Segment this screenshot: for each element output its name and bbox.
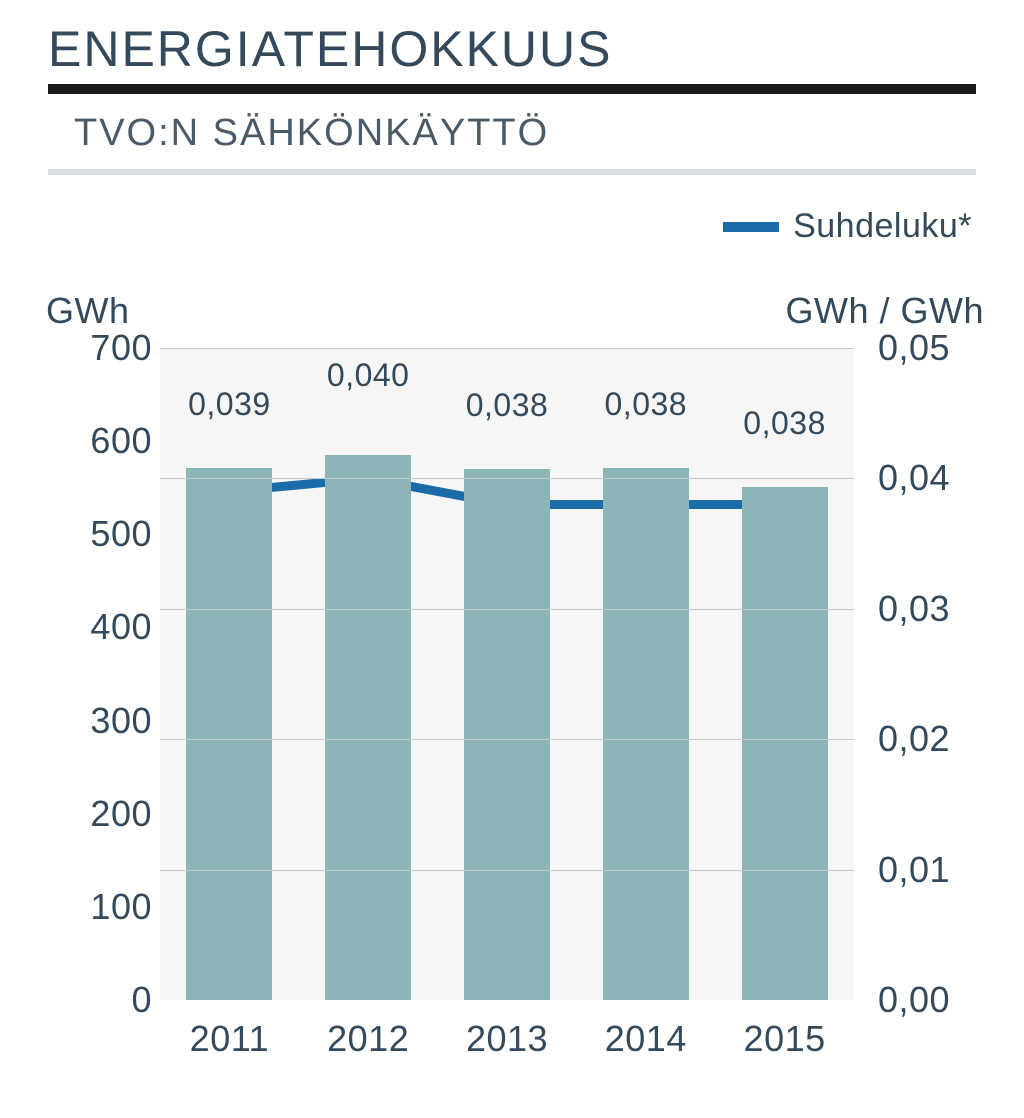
x-tick: 2011 bbox=[190, 1018, 269, 1060]
gridline bbox=[160, 348, 854, 349]
bar-value-label: 0,040 bbox=[327, 357, 410, 398]
y1-tick: 500 bbox=[40, 513, 152, 555]
y2-tick: 0,04 bbox=[862, 457, 984, 499]
plot-area: 0,039 0,040 0,038 0,038 0,038 bbox=[160, 348, 854, 1000]
bar-value-label: 0,038 bbox=[466, 387, 549, 428]
gridline bbox=[160, 870, 854, 871]
bar bbox=[464, 469, 550, 1000]
y2-tick: 0,05 bbox=[862, 327, 984, 369]
y2-tick: 0,02 bbox=[862, 718, 984, 760]
bar bbox=[186, 468, 272, 1000]
y1-tick: 300 bbox=[40, 700, 152, 742]
header: ENERGIATEHOKKUUS TVO:N SÄHKÖNKÄYTTÖ bbox=[40, 20, 984, 175]
x-tick: 2012 bbox=[327, 1018, 409, 1060]
bar-value-label: 0,038 bbox=[605, 386, 688, 427]
y2-axis-title: GWh / GWh bbox=[785, 290, 984, 332]
chart: 0,039 0,040 0,038 0,038 0,038 0 100 200 300 400 5… bbox=[40, 340, 984, 1060]
y2-tick: 0,01 bbox=[862, 849, 984, 891]
bar bbox=[603, 468, 689, 1000]
x-tick: 2015 bbox=[744, 1018, 826, 1060]
y1-tick: 200 bbox=[40, 793, 152, 835]
x-tick: 2013 bbox=[466, 1018, 548, 1060]
y1-tick: 400 bbox=[40, 606, 152, 648]
gridline bbox=[160, 478, 854, 479]
x-tick: 2014 bbox=[605, 1018, 687, 1060]
bar-value-label: 0,038 bbox=[743, 405, 826, 446]
y2-tick: 0,00 bbox=[862, 979, 984, 1021]
bar bbox=[742, 487, 828, 1000]
subtitle: TVO:N SÄHKÖNKÄYTTÖ bbox=[48, 94, 976, 169]
legend-label: Suhdeluku* bbox=[793, 207, 972, 246]
y1-tick: 700 bbox=[40, 327, 152, 369]
y1-tick: 600 bbox=[40, 420, 152, 462]
main-title: ENERGIATEHOKKUUS bbox=[48, 20, 976, 84]
bar bbox=[325, 455, 411, 1000]
axis-titles: GWh GWh / GWh bbox=[40, 246, 984, 340]
legend-swatch bbox=[723, 222, 779, 232]
thick-rule bbox=[48, 84, 976, 94]
gridline bbox=[160, 739, 854, 740]
gridline bbox=[160, 609, 854, 610]
y1-axis-title: GWh bbox=[46, 290, 130, 332]
y1-tick: 0 bbox=[40, 979, 152, 1021]
y2-tick: 0,03 bbox=[862, 588, 984, 630]
legend: Suhdeluku* bbox=[40, 175, 984, 246]
bar-value-label: 0,039 bbox=[188, 386, 271, 427]
y1-tick: 100 bbox=[40, 886, 152, 928]
